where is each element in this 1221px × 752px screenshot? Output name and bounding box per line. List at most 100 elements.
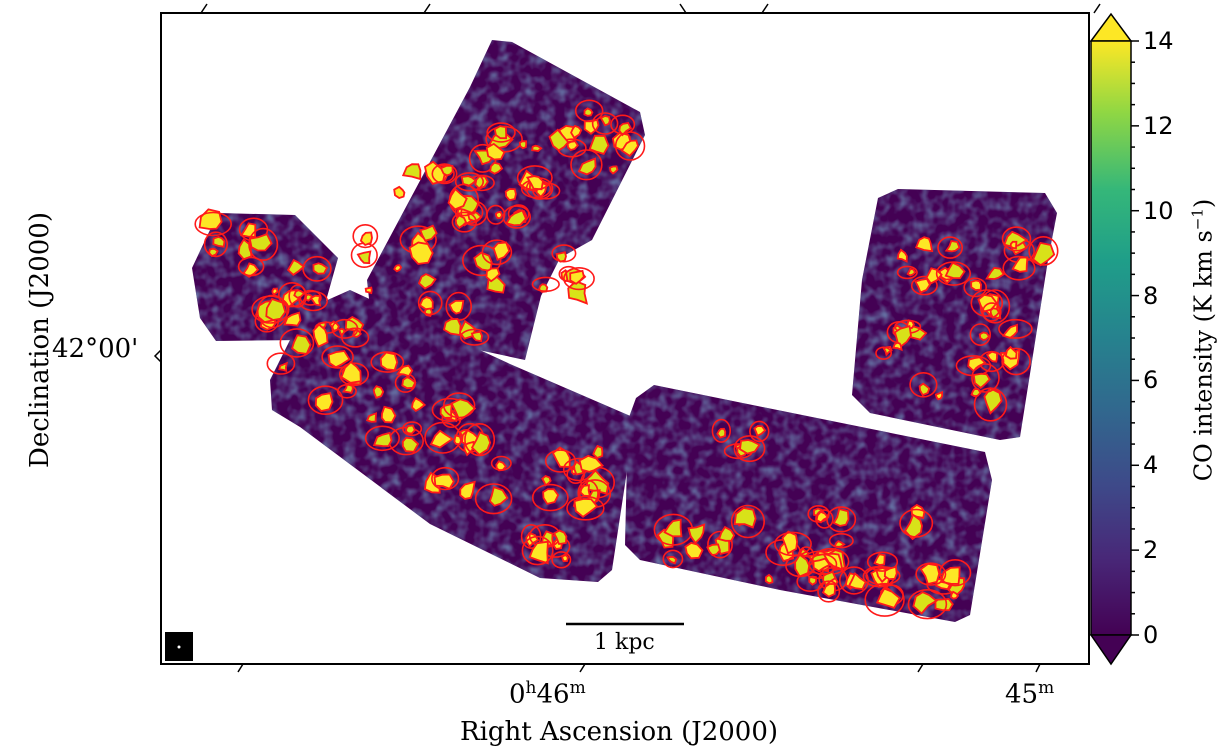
emission-clump xyxy=(609,165,619,175)
emission-clump xyxy=(418,296,434,311)
colorbar-tick-label: 10 xyxy=(1143,196,1174,225)
emission-contour xyxy=(516,165,553,191)
emission-contour xyxy=(1001,347,1031,376)
emission-clumps xyxy=(194,99,1059,620)
emission-clump xyxy=(706,543,721,557)
emission-clump xyxy=(561,554,569,563)
emission-clump xyxy=(447,187,468,211)
emission-contour xyxy=(364,425,401,452)
emission-clump xyxy=(1001,323,1018,339)
emission-contour xyxy=(998,318,1033,339)
emission-contour xyxy=(490,455,512,471)
x-tick-45-m-unit: m xyxy=(1038,678,1055,698)
emission-clump xyxy=(970,388,982,398)
emission-contour xyxy=(935,261,972,286)
emission-contour xyxy=(1001,226,1032,252)
emission-clump xyxy=(812,557,831,573)
emission-contour xyxy=(866,551,899,572)
emission-clump xyxy=(372,385,385,399)
emission-contour xyxy=(937,236,964,259)
emission-clump xyxy=(359,231,373,247)
emission-contour xyxy=(828,532,854,549)
emission-clump xyxy=(327,350,351,369)
emission-clump xyxy=(419,224,438,242)
x-tick-label-46m: 0h46m xyxy=(509,678,586,710)
colorbar-body xyxy=(1090,40,1132,636)
emission-contour xyxy=(462,244,502,277)
emission-clump xyxy=(239,222,257,238)
beam-box xyxy=(165,632,193,661)
emission-contour xyxy=(909,371,938,398)
emission-clump xyxy=(983,387,1003,415)
y-tick-label-42: 42°00' xyxy=(52,334,139,364)
emission-clump xyxy=(401,163,422,181)
x-tick-46-m-value: 46 xyxy=(536,679,570,710)
emission-contour xyxy=(531,276,560,292)
emission-clump xyxy=(566,140,579,152)
emission-clump xyxy=(970,279,983,291)
emission-clump xyxy=(283,311,302,327)
emission-contour xyxy=(963,277,988,298)
emission-clump xyxy=(925,267,943,285)
colorbar-extend-bottom xyxy=(1089,634,1133,666)
x-tick-label-45m: 45m xyxy=(1005,678,1054,710)
emission-clump xyxy=(364,286,373,295)
emission-clump xyxy=(401,375,417,390)
emission-clump xyxy=(944,261,966,280)
emission-clump xyxy=(620,139,639,158)
emission-contour xyxy=(939,558,972,587)
emission-clump xyxy=(314,392,334,412)
emission-contour xyxy=(481,239,513,266)
emission-clump xyxy=(753,425,767,438)
emission-clump xyxy=(485,142,506,161)
x-tick-46-h-value: 0 xyxy=(509,679,526,710)
emission-contour xyxy=(256,294,288,329)
emission-contour xyxy=(971,363,1000,393)
emission-contour xyxy=(563,267,595,291)
emission-clump xyxy=(577,157,597,176)
emission-clump xyxy=(504,188,517,202)
emission-contour xyxy=(566,495,605,521)
emission-clump xyxy=(583,107,594,117)
emission-contour xyxy=(730,504,766,539)
emission-clump xyxy=(585,469,610,495)
emission-clump xyxy=(429,429,455,449)
emission-clump xyxy=(873,553,886,566)
emission-clump xyxy=(448,299,465,315)
emission-clump xyxy=(505,209,528,227)
emission-clump xyxy=(716,427,727,439)
emission-contour xyxy=(203,231,228,258)
emission-clump xyxy=(494,210,504,219)
emission-contour xyxy=(970,289,1004,318)
emission-clump xyxy=(815,510,830,524)
emission-clump xyxy=(717,525,736,542)
emission-clump xyxy=(822,552,844,571)
emission-contour xyxy=(973,387,1008,422)
emission-clump xyxy=(372,431,393,448)
x-axis-title: Right Ascension (J2000) xyxy=(460,717,779,747)
emission-clump xyxy=(393,185,406,199)
emission-clump xyxy=(470,330,483,343)
emission-contour xyxy=(910,275,938,296)
emission-clump xyxy=(470,431,492,456)
emission-contour xyxy=(266,352,296,375)
bottom-ticks xyxy=(237,663,1041,673)
emission-contour xyxy=(298,290,329,312)
emission-contour xyxy=(402,421,423,437)
emission-clump xyxy=(896,248,908,263)
emission-clump xyxy=(1003,230,1029,248)
emission-contour xyxy=(907,588,948,620)
emission-clump xyxy=(453,434,463,446)
emission-clump xyxy=(588,134,610,155)
emission-contour xyxy=(707,530,733,559)
emission-contour xyxy=(370,351,405,373)
emission-clump xyxy=(906,267,917,277)
emission-contour xyxy=(899,508,934,538)
emission-clump xyxy=(833,540,846,548)
emission-clump xyxy=(918,382,931,397)
emission-contour xyxy=(459,328,490,346)
emission-clump xyxy=(460,175,478,188)
emission-contour xyxy=(544,449,577,473)
emission-clump xyxy=(293,289,306,299)
